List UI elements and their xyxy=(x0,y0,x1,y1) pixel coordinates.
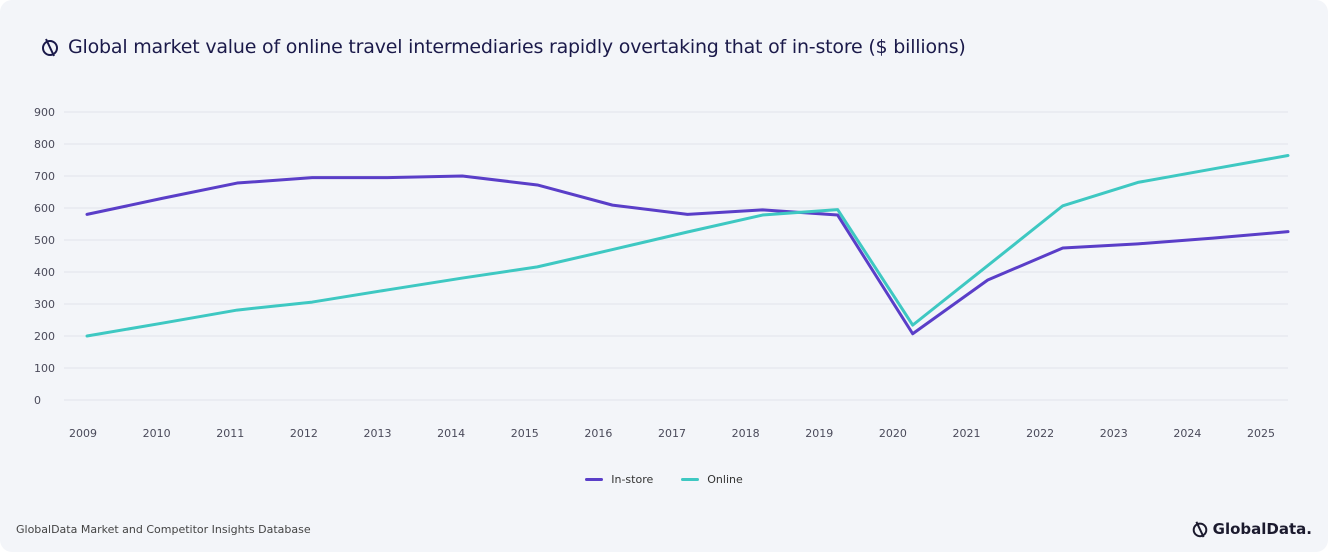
y-tick-label: 300 xyxy=(34,298,55,311)
legend-item[interactable]: Online xyxy=(681,473,743,486)
y-tick-label: 100 xyxy=(34,362,55,375)
y-tick-label: 200 xyxy=(34,330,55,343)
series-line-online xyxy=(85,154,1290,338)
y-tick-label: 900 xyxy=(34,106,55,119)
chart-title: Global market value of online travel int… xyxy=(40,36,966,58)
globaldata-icon xyxy=(42,38,58,57)
legend-swatch xyxy=(585,478,604,481)
legend-label: Online xyxy=(707,473,743,486)
x-tick-label: 2021 xyxy=(953,427,981,440)
x-tick-label: 2022 xyxy=(1026,427,1054,440)
x-tick-label: 2009 xyxy=(69,427,97,440)
x-tick-label: 2018 xyxy=(732,427,760,440)
chart-title-text: Global market value of online travel int… xyxy=(68,36,966,58)
y-tick-label: 0 xyxy=(34,394,41,407)
series-line-in-store xyxy=(85,174,1290,336)
x-tick-label: 2012 xyxy=(290,427,318,440)
logo-text: GlobalData. xyxy=(1212,520,1312,538)
source-note: GlobalData Market and Competitor Insight… xyxy=(16,523,311,536)
legend-item[interactable]: In-store xyxy=(585,473,653,486)
x-tick-label: 2014 xyxy=(437,427,465,440)
legend-swatch xyxy=(681,478,700,481)
x-tick-label: 2010 xyxy=(143,427,171,440)
x-tick-label: 2011 xyxy=(216,427,244,440)
x-tick-label: 2023 xyxy=(1100,427,1128,440)
globaldata-logo-icon xyxy=(1192,521,1207,538)
line-chart: 0 100 200 300 400 500 600 700 800 900 2009 2010 2011… xyxy=(34,106,1290,440)
x-tick-label: 2024 xyxy=(1173,427,1201,440)
y-tick-label: 600 xyxy=(34,202,55,215)
y-tick-label: 400 xyxy=(34,266,55,279)
y-tick-label: 500 xyxy=(34,234,55,247)
globaldata-logo: GlobalData. xyxy=(1191,520,1312,538)
x-tick-label: 2020 xyxy=(879,427,907,440)
legend-label: In-store xyxy=(611,473,654,486)
x-tick-label: 2025 xyxy=(1247,427,1275,440)
x-tick-label: 2015 xyxy=(511,427,539,440)
y-tick-label: 800 xyxy=(34,138,55,151)
x-tick-label: 2013 xyxy=(364,427,392,440)
x-tick-label: 2017 xyxy=(658,427,686,440)
x-tick-label: 2016 xyxy=(584,427,612,440)
y-tick-label: 700 xyxy=(34,170,55,183)
legend: In-store Online xyxy=(0,473,1328,486)
x-tick-label: 2019 xyxy=(805,427,833,440)
